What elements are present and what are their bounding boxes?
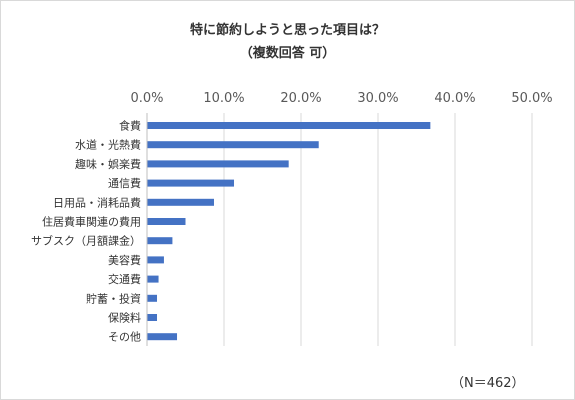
bar (147, 314, 158, 321)
bar (147, 275, 159, 283)
category-label: 日用品・消耗品費 (53, 195, 141, 209)
category-label: 交通費 (108, 272, 141, 286)
x-tick-label: 10.0% (203, 91, 244, 106)
category-label: 通信費 (108, 176, 141, 190)
bar (147, 122, 431, 129)
chart-title: 特に節約しようと思った項目は？ (189, 23, 385, 38)
bar (147, 333, 178, 341)
bar (147, 160, 289, 168)
bar (147, 294, 158, 302)
category-label: 趣味・娯楽費 (75, 157, 141, 171)
x-tick-label: 50.0% (511, 91, 552, 106)
category-label: 保険料 (108, 311, 141, 325)
category-label: 美容費 (108, 253, 141, 267)
category-label: 貯蓄・投資 (86, 291, 141, 305)
x-tick-label: 0.0% (130, 91, 163, 106)
bar (147, 256, 164, 264)
category-label: 水道・光熱費 (75, 138, 141, 152)
x-tick-label: 30.0% (357, 91, 398, 106)
x-tick-label: 20.0% (280, 91, 321, 106)
sample-size-note: （N＝462） (451, 376, 525, 391)
category-label: その他 (108, 331, 141, 344)
bar (147, 218, 186, 225)
bar (147, 141, 319, 149)
category-label: 食費 (119, 119, 141, 133)
bar (147, 198, 214, 206)
bar (147, 179, 235, 187)
category-label: 住居費車関連の費用 (42, 215, 141, 229)
x-tick-label: 40.0% (434, 91, 475, 106)
category-label: サブスク（月額課金） (31, 234, 141, 248)
chart-subtitle: （複数回答 可） (239, 46, 336, 61)
bar (147, 237, 173, 245)
